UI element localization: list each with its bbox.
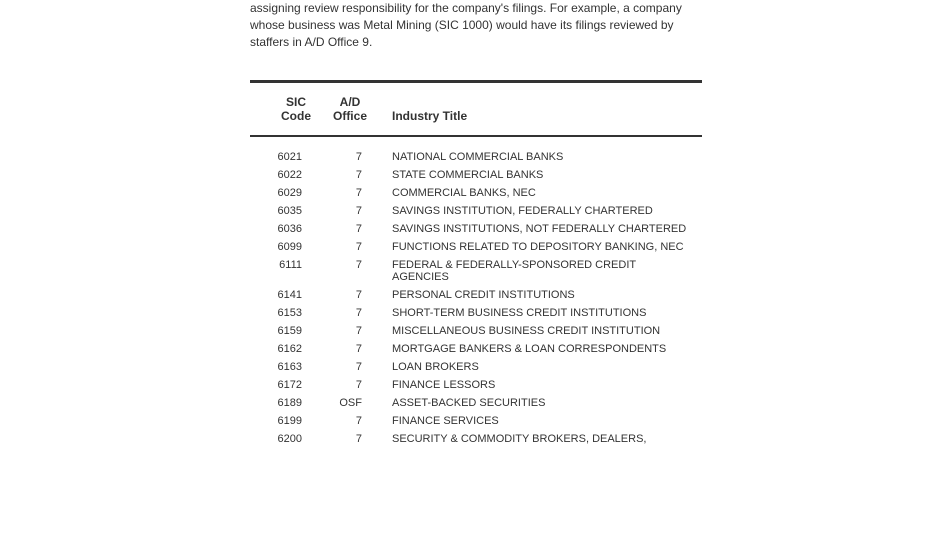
cell-sic-code: 6199 (250, 412, 320, 430)
cell-ad-office: 7 (320, 220, 380, 238)
table-row: 60357SAVINGS INSTITUTION, FEDERALLY CHAR… (250, 202, 702, 220)
table-row: 61117FEDERAL & FEDERALLY-SPONSORED CREDI… (250, 256, 702, 286)
cell-sic-code: 6141 (250, 286, 320, 304)
header-sic-code: SIC Code (250, 83, 320, 136)
cell-industry-title: FEDERAL & FEDERALLY-SPONSORED CREDIT AGE… (380, 256, 702, 286)
cell-industry-title: SHORT-TERM BUSINESS CREDIT INSTITUTIONS (380, 304, 702, 322)
cell-industry-title: MORTGAGE BANKERS & LOAN CORRESPONDENTS (380, 340, 702, 358)
cell-industry-title: FINANCE LESSORS (380, 376, 702, 394)
table-row: 6189OSFASSET-BACKED SECURITIES (250, 394, 702, 412)
cell-sic-code: 6163 (250, 358, 320, 376)
cell-sic-code: 6029 (250, 184, 320, 202)
cell-ad-office: 7 (320, 166, 380, 184)
table-row: 60297COMMERCIAL BANKS, NEC (250, 184, 702, 202)
cell-sic-code: 6035 (250, 202, 320, 220)
cell-sic-code: 6036 (250, 220, 320, 238)
cell-ad-office: 7 (320, 136, 380, 166)
cell-ad-office: 7 (320, 376, 380, 394)
cell-sic-code: 6159 (250, 322, 320, 340)
table-row: 60997FUNCTIONS RELATED TO DEPOSITORY BAN… (250, 238, 702, 256)
table-row: 60217NATIONAL COMMERCIAL BANKS (250, 136, 702, 166)
cell-sic-code: 6021 (250, 136, 320, 166)
table-row: 61537SHORT-TERM BUSINESS CREDIT INSTITUT… (250, 304, 702, 322)
cell-industry-title: SECURITY & COMMODITY BROKERS, DEALERS, (380, 430, 702, 448)
cell-ad-office: 7 (320, 256, 380, 286)
cell-industry-title: COMMERCIAL BANKS, NEC (380, 184, 702, 202)
cell-industry-title: ASSET-BACKED SECURITIES (380, 394, 702, 412)
cell-ad-office: 7 (320, 202, 380, 220)
cell-industry-title: FUNCTIONS RELATED TO DEPOSITORY BANKING,… (380, 238, 702, 256)
table-row: 61997FINANCE SERVICES (250, 412, 702, 430)
table-row: 61417PERSONAL CREDIT INSTITUTIONS (250, 286, 702, 304)
intro-paragraph: assigning review responsibility for the … (250, 0, 702, 50)
cell-ad-office: 7 (320, 322, 380, 340)
table-row: 61627MORTGAGE BANKERS & LOAN CORRESPONDE… (250, 340, 702, 358)
cell-ad-office: 7 (320, 340, 380, 358)
cell-sic-code: 6022 (250, 166, 320, 184)
cell-sic-code: 6172 (250, 376, 320, 394)
table-row: 61637LOAN BROKERS (250, 358, 702, 376)
table-row: 62007SECURITY & COMMODITY BROKERS, DEALE… (250, 430, 702, 448)
table-row: 60227STATE COMMERCIAL BANKS (250, 166, 702, 184)
header-ad-office: A/D Office (320, 83, 380, 136)
table-header-row: SIC Code A/D Office Industry Title (250, 83, 702, 136)
cell-ad-office: 7 (320, 430, 380, 448)
cell-sic-code: 6153 (250, 304, 320, 322)
cell-ad-office: 7 (320, 184, 380, 202)
cell-sic-code: 6200 (250, 430, 320, 448)
cell-ad-office: 7 (320, 286, 380, 304)
cell-ad-office: 7 (320, 412, 380, 430)
cell-sic-code: 6162 (250, 340, 320, 358)
table-row: 60367SAVINGS INSTITUTIONS, NOT FEDERALLY… (250, 220, 702, 238)
table-row: 61727FINANCE LESSORS (250, 376, 702, 394)
cell-industry-title: LOAN BROKERS (380, 358, 702, 376)
cell-ad-office: 7 (320, 358, 380, 376)
header-industry-title: Industry Title (380, 83, 702, 136)
cell-industry-title: STATE COMMERCIAL BANKS (380, 166, 702, 184)
cell-ad-office: 7 (320, 238, 380, 256)
cell-industry-title: MISCELLANEOUS BUSINESS CREDIT INSTITUTIO… (380, 322, 702, 340)
cell-industry-title: FINANCE SERVICES (380, 412, 702, 430)
cell-industry-title: SAVINGS INSTITUTION, FEDERALLY CHARTERED (380, 202, 702, 220)
cell-industry-title: PERSONAL CREDIT INSTITUTIONS (380, 286, 702, 304)
cell-sic-code: 6111 (250, 256, 320, 286)
table-row: 61597MISCELLANEOUS BUSINESS CREDIT INSTI… (250, 322, 702, 340)
page-container: assigning review responsibility for the … (0, 0, 952, 448)
sic-table-wrapper: SIC Code A/D Office Industry Title 60217… (250, 80, 702, 448)
table-body: 60217NATIONAL COMMERCIAL BANKS60227STATE… (250, 136, 702, 448)
cell-ad-office: 7 (320, 304, 380, 322)
cell-industry-title: NATIONAL COMMERCIAL BANKS (380, 136, 702, 166)
cell-ad-office: OSF (320, 394, 380, 412)
cell-sic-code: 6189 (250, 394, 320, 412)
cell-sic-code: 6099 (250, 238, 320, 256)
cell-industry-title: SAVINGS INSTITUTIONS, NOT FEDERALLY CHAR… (380, 220, 702, 238)
sic-table: SIC Code A/D Office Industry Title 60217… (250, 83, 702, 448)
